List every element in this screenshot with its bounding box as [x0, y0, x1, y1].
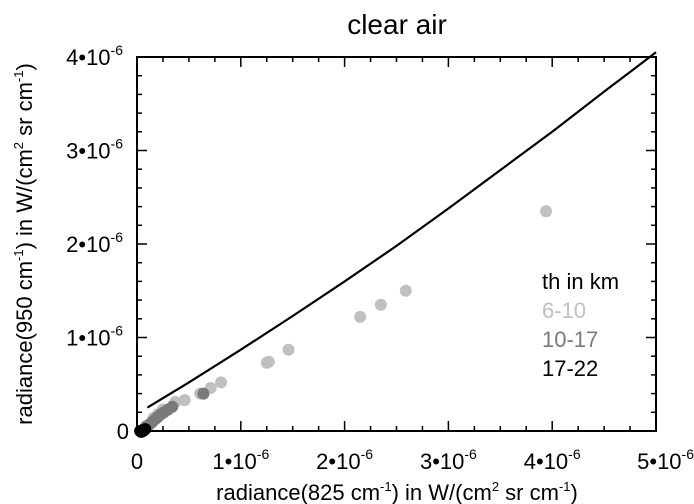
- legend-entry: 6-10: [542, 298, 586, 323]
- x-axis-label: radiance(825 cm-1) in W/(cm2 sr cm-1): [216, 479, 578, 504]
- x-tick-label: 0: [131, 449, 143, 474]
- series-17-22: [134, 423, 152, 438]
- legend-title: th in km: [542, 269, 619, 294]
- y-tick-label: 0: [117, 419, 129, 444]
- data-point: [134, 425, 147, 437]
- axis-ticks: [136, 56, 657, 432]
- y-tick-label: 3•10-6: [66, 136, 123, 164]
- x-tick-labels: 0 1•10-6 2•10-6 3•10-6 4•10-6 5•10-6: [131, 446, 694, 474]
- series-10-17: [140, 387, 210, 433]
- data-point: [178, 394, 191, 407]
- legend-entry: 10-17: [542, 327, 598, 352]
- y-tick-label: 4•10-6: [66, 42, 123, 70]
- data-point: [282, 343, 295, 356]
- data-point: [540, 205, 552, 218]
- reference-line: [146, 51, 657, 409]
- x-tick-label: 1•10-6: [212, 446, 269, 474]
- x-tick-label: 4•10-6: [524, 446, 581, 474]
- data-point: [354, 310, 367, 323]
- data-point: [399, 284, 412, 297]
- x-tick-label: 2•10-6: [316, 446, 373, 474]
- y-axis-label: radiance(950 cm-1) in W/(cm2 sr cm-1): [11, 63, 37, 425]
- data-point: [260, 356, 273, 369]
- y-tick-labels: 0 1•10-6 2•10-6 3•10-6 4•10-6: [66, 42, 129, 444]
- data-point: [215, 376, 228, 389]
- y-tick-label: 2•10-6: [66, 229, 123, 257]
- legend: th in km 6-10 10-17 17-22: [542, 269, 619, 381]
- chart-title: clear air: [347, 9, 447, 40]
- data-point: [374, 298, 387, 311]
- x-tick-label: 5•10-6: [637, 446, 694, 474]
- plot-content: [134, 51, 657, 438]
- y-tick-label: 1•10-6: [66, 323, 123, 351]
- data-point: [197, 387, 210, 400]
- legend-entry: 17-22: [542, 356, 598, 381]
- x-tick-label: 3•10-6: [420, 446, 477, 474]
